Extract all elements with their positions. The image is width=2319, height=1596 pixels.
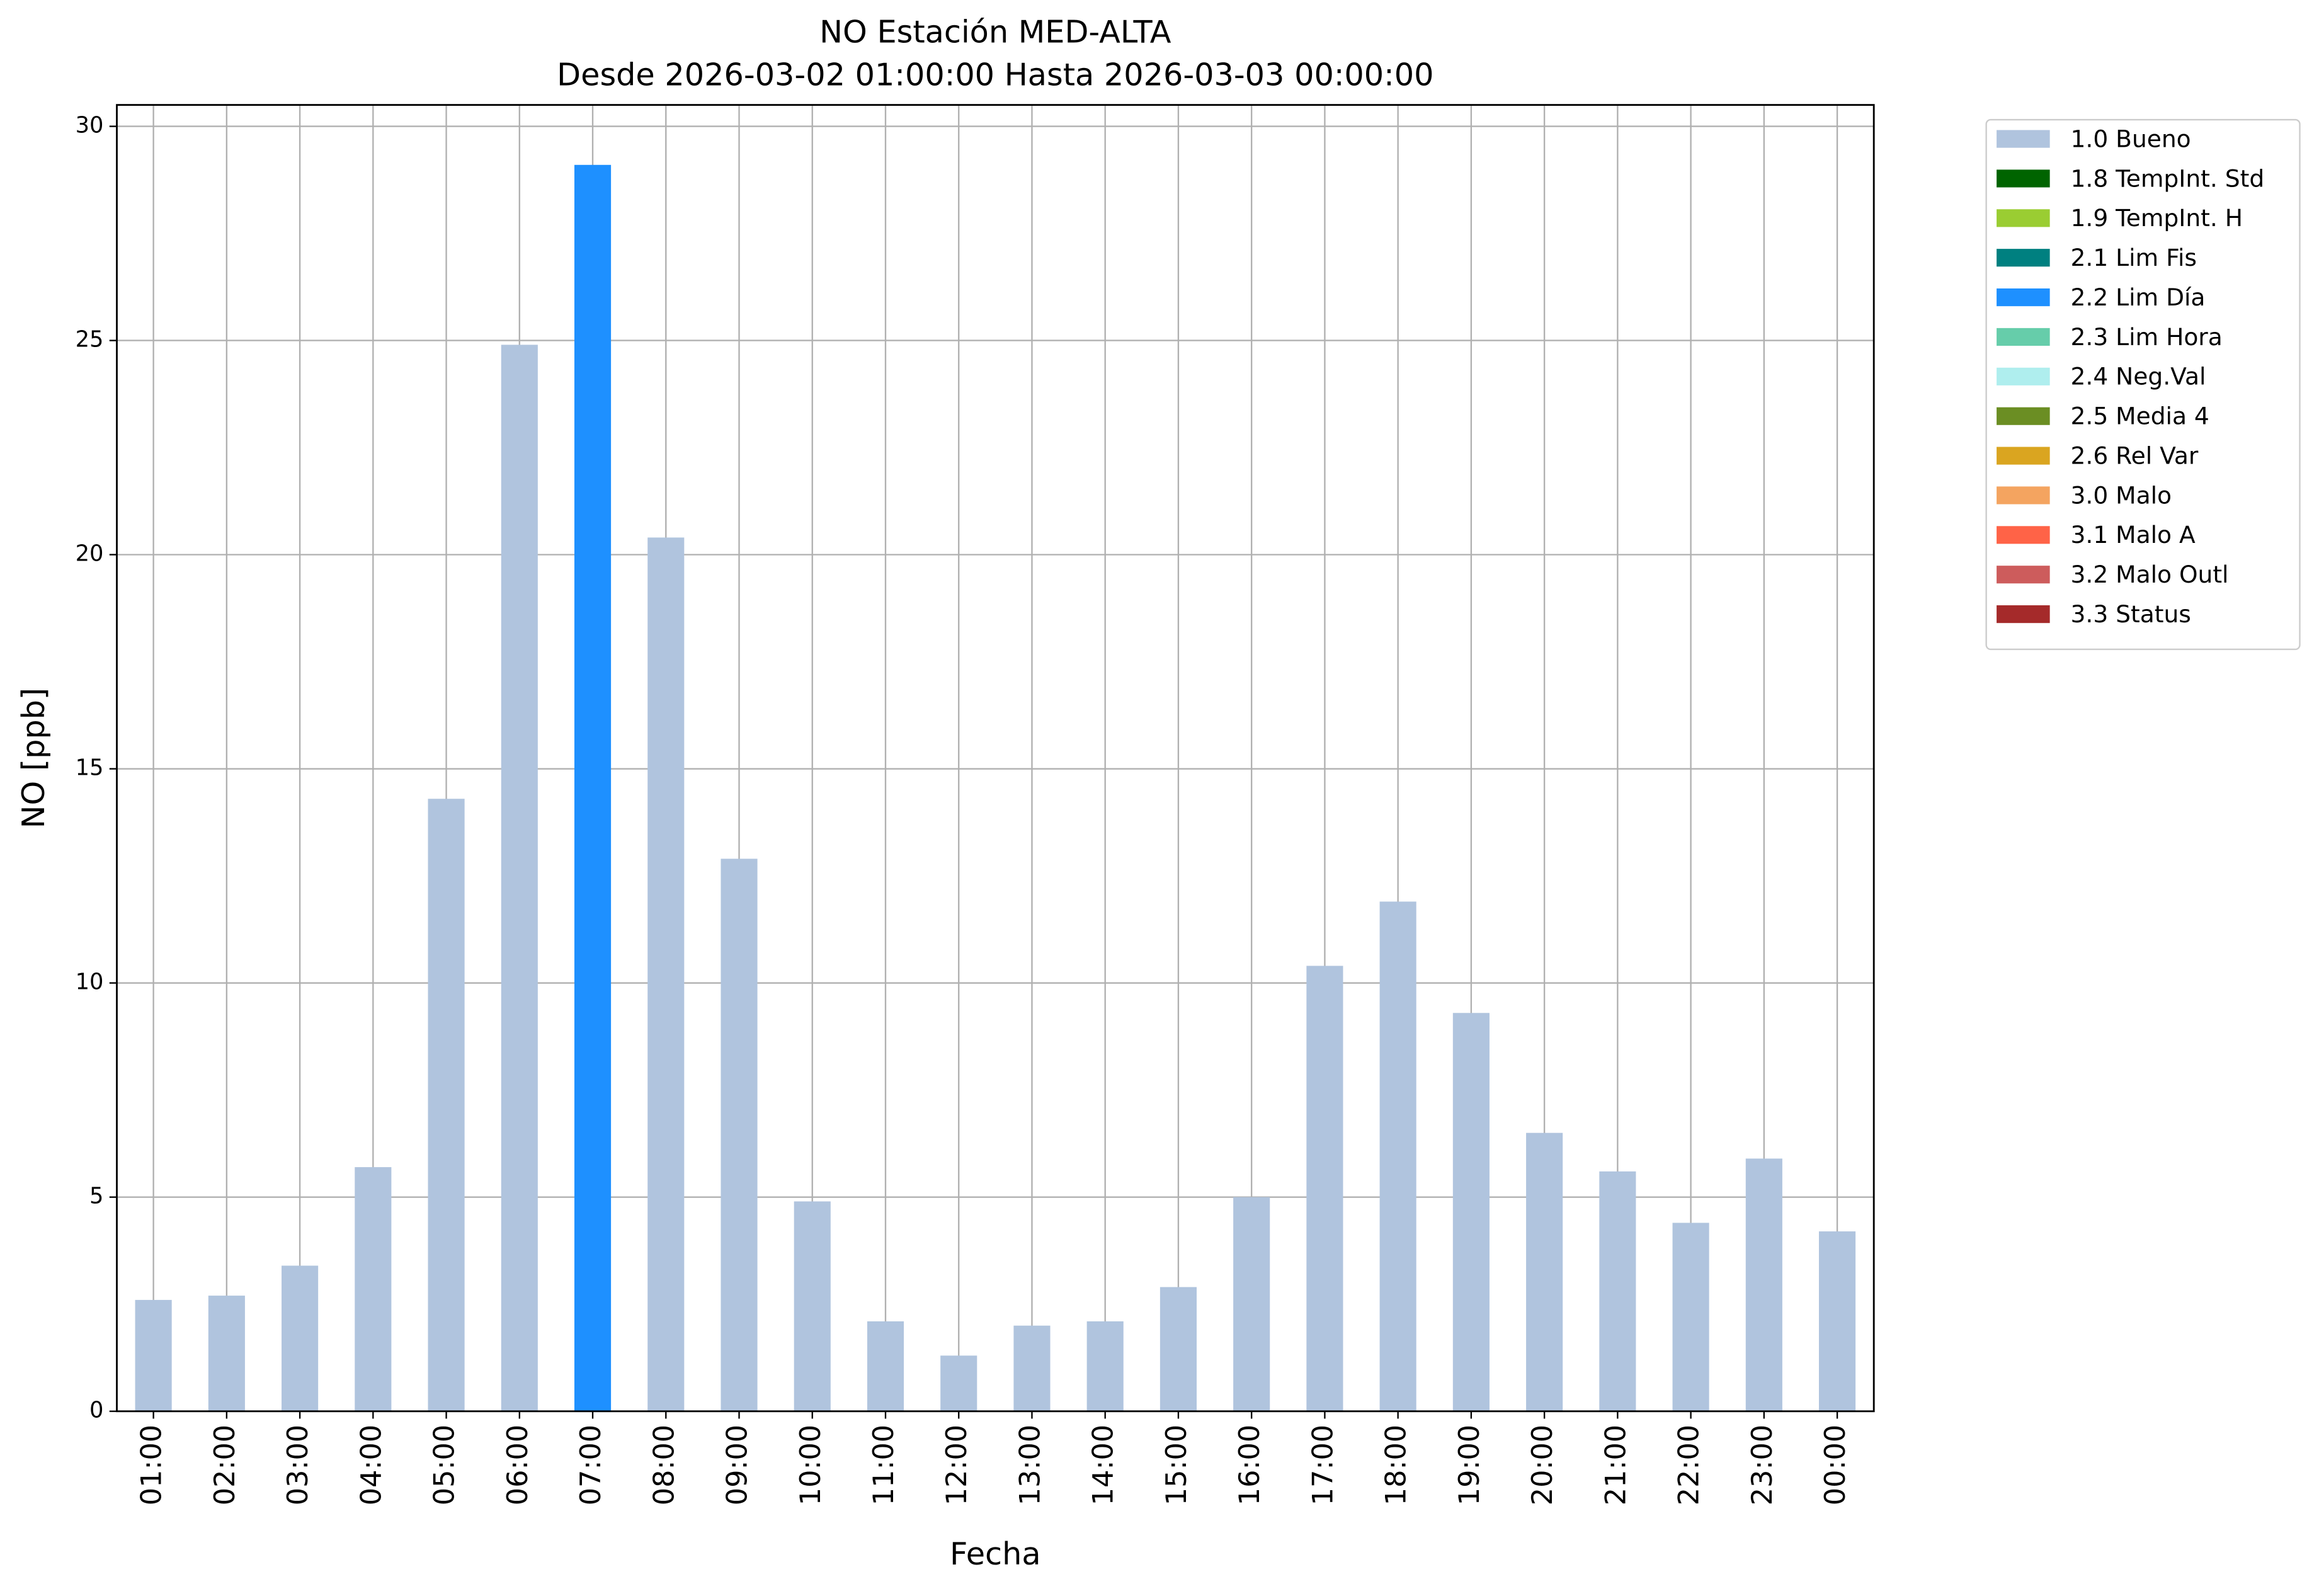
x-tick-label: 19:00 (1453, 1425, 1486, 1505)
bar (1526, 1132, 1563, 1411)
legend-box (1985, 118, 2301, 651)
x-tick-label: 17:00 (1306, 1425, 1339, 1505)
legend-label: 2.5 Media 4 (2071, 402, 2209, 430)
x-tick-label: 22:00 (1673, 1425, 1706, 1505)
legend-swatch (1997, 605, 2050, 624)
x-tick-label: 18:00 (1380, 1425, 1413, 1505)
bars (135, 164, 1856, 1411)
legend-swatch (1997, 288, 2050, 307)
legend-label: 3.0 Malo (2071, 481, 2172, 509)
x-tick-label: 01:00 (135, 1425, 168, 1505)
legend-swatch (1997, 566, 2050, 584)
legend: 1.0 Bueno 1.8 TempInt. Std 1.9 TempInt. H 2… (1985, 118, 2301, 651)
bar (1086, 1321, 1124, 1411)
x-tick-label: 00:00 (1819, 1425, 1852, 1505)
legend-label: 3.2 Malo Outl (2071, 561, 2229, 588)
y-tick-label: 15 (76, 755, 104, 781)
bar (1672, 1223, 1709, 1411)
x-tick-label: 09:00 (721, 1425, 754, 1505)
bar (355, 1167, 392, 1411)
legend-label: 1.0 Bueno (2071, 125, 2191, 152)
bar (940, 1355, 977, 1411)
bar (208, 1296, 245, 1411)
legend-label: 2.6 Rel Var (2071, 442, 2199, 469)
x-tick-label: 04:00 (355, 1425, 387, 1505)
legend-label: 2.2 Lim Día (2071, 283, 2206, 311)
x-tick-label: 11:00 (867, 1425, 900, 1505)
bar (1452, 1013, 1490, 1411)
x-tick-label: 08:00 (647, 1425, 680, 1505)
y-axis-label: NO [ppb] (15, 688, 52, 829)
legend-swatch (1997, 209, 2050, 227)
legend-swatch (1997, 249, 2050, 267)
bar (135, 1299, 172, 1411)
legend-swatch (1997, 367, 2050, 385)
bar (1013, 1325, 1051, 1411)
x-tick-label: 21:00 (1599, 1425, 1632, 1505)
x-tick-label: 15:00 (1160, 1425, 1193, 1505)
bar (1745, 1158, 1782, 1411)
bar (1379, 901, 1416, 1411)
x-tick-label: 16:00 (1233, 1425, 1266, 1505)
legend-swatch (1997, 169, 2050, 188)
bar (1819, 1231, 1856, 1411)
bar (282, 1265, 319, 1411)
bar (1306, 966, 1343, 1411)
bar (647, 537, 685, 1411)
legend-swatch (1997, 130, 2050, 148)
legend-swatch (1997, 447, 2050, 465)
legend-label: 3.1 Malo A (2071, 521, 2196, 549)
y-tick-label: 25 (76, 327, 104, 353)
chart-subtitle: Desde 2026-03-02 01:00:00 Hasta 2026-03-… (557, 57, 1433, 93)
x-tick-label: 10:00 (794, 1425, 827, 1505)
y-tick-label: 20 (76, 541, 104, 567)
y-tick-label: 5 (89, 1183, 103, 1209)
y-tick-label: 0 (89, 1398, 103, 1423)
y-tick-label: 10 (76, 969, 104, 995)
y-tick-label: 30 (76, 113, 104, 139)
bar (721, 858, 758, 1411)
x-tick-label: 14:00 (1087, 1425, 1120, 1505)
bar (574, 164, 612, 1411)
axes: 0 5 10 15 20 25 30 01:00 02:00 03:00 04:00 05:00 06:… (76, 104, 1875, 1505)
bar (867, 1321, 904, 1411)
chart-title: NO Estación MED-ALTA (819, 13, 1171, 50)
legend-swatch (1997, 328, 2050, 346)
legend-label: 1.9 TempInt. H (2071, 204, 2243, 232)
legend-swatch (1997, 486, 2050, 504)
bar (501, 345, 538, 1411)
legend-label: 2.3 Lim Hora (2071, 323, 2223, 351)
x-tick-label: 23:00 (1746, 1425, 1779, 1505)
bar (794, 1201, 831, 1411)
x-tick-label: 02:00 (208, 1425, 241, 1505)
legend-swatch (1997, 526, 2050, 544)
bar (1599, 1171, 1636, 1411)
x-tick-label: 13:00 (1013, 1425, 1046, 1505)
x-tick-label: 12:00 (940, 1425, 973, 1505)
legend-label: 2.1 Lim Fis (2071, 244, 2197, 271)
x-tick-label: 06:00 (501, 1425, 534, 1505)
legend-label: 2.4 Neg.Val (2071, 363, 2206, 390)
bar (1160, 1287, 1197, 1411)
x-tick-label: 05:00 (428, 1425, 461, 1505)
plot-frame (116, 104, 1875, 1413)
x-axis-label: Fecha (950, 1536, 1041, 1572)
bar (428, 799, 465, 1411)
legend-label: 3.3 Status (2071, 600, 2191, 628)
x-tick-label: 07:00 (574, 1425, 607, 1505)
legend-swatch (1997, 407, 2050, 425)
legend-label: 1.8 TempInt. Std (2071, 164, 2265, 192)
x-tick-label: 20:00 (1526, 1425, 1559, 1505)
bar (1233, 1197, 1270, 1411)
x-tick-label: 03:00 (282, 1425, 314, 1505)
